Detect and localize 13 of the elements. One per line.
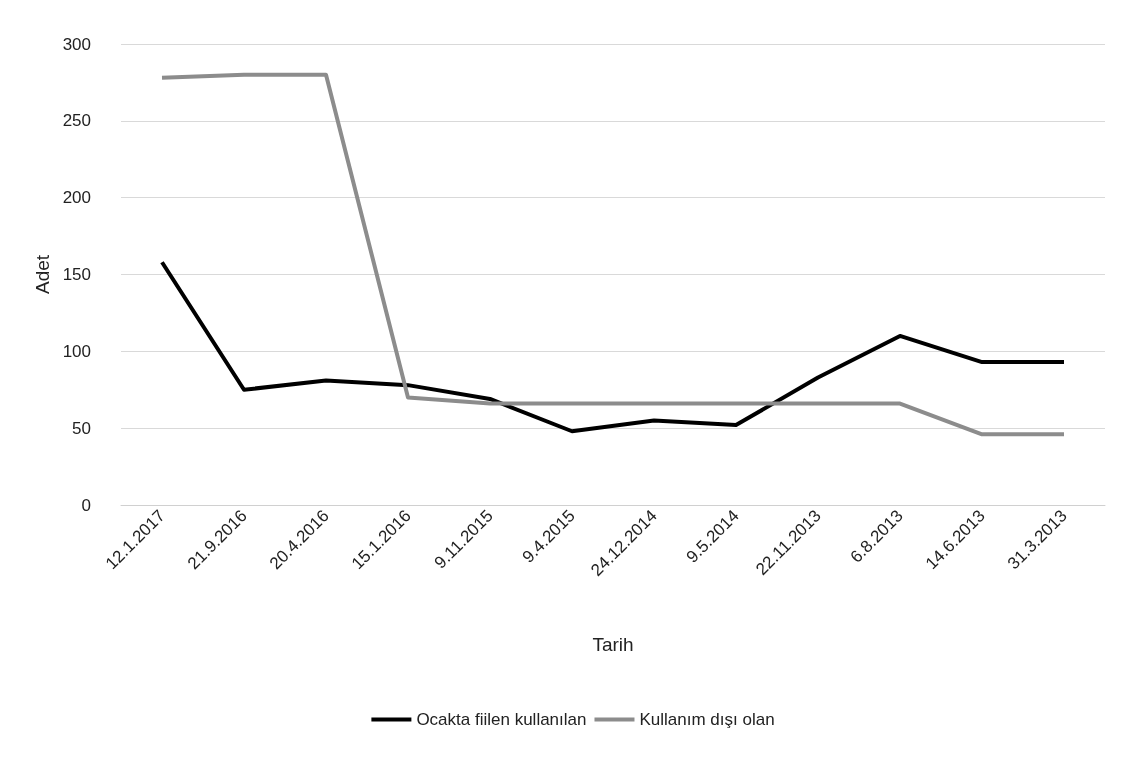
x-axis-title: Tarih xyxy=(592,634,634,655)
legend-label: Ocakta fiilen kullanılan xyxy=(416,710,587,729)
y-tick-label: 300 xyxy=(62,34,91,54)
y-axis-title: Adet xyxy=(31,254,53,295)
y-tick-label: 200 xyxy=(62,188,91,208)
line-series xyxy=(160,260,1066,434)
y-tick-label: 50 xyxy=(72,418,91,438)
y-tick-label: 250 xyxy=(62,111,91,131)
legend-label: Kullanım dışı olan xyxy=(639,710,775,729)
line-series xyxy=(160,72,1066,437)
y-tick-label: 150 xyxy=(62,265,91,284)
y-tick-label: 100 xyxy=(62,341,91,361)
y-tick-label: 0 xyxy=(81,495,91,515)
